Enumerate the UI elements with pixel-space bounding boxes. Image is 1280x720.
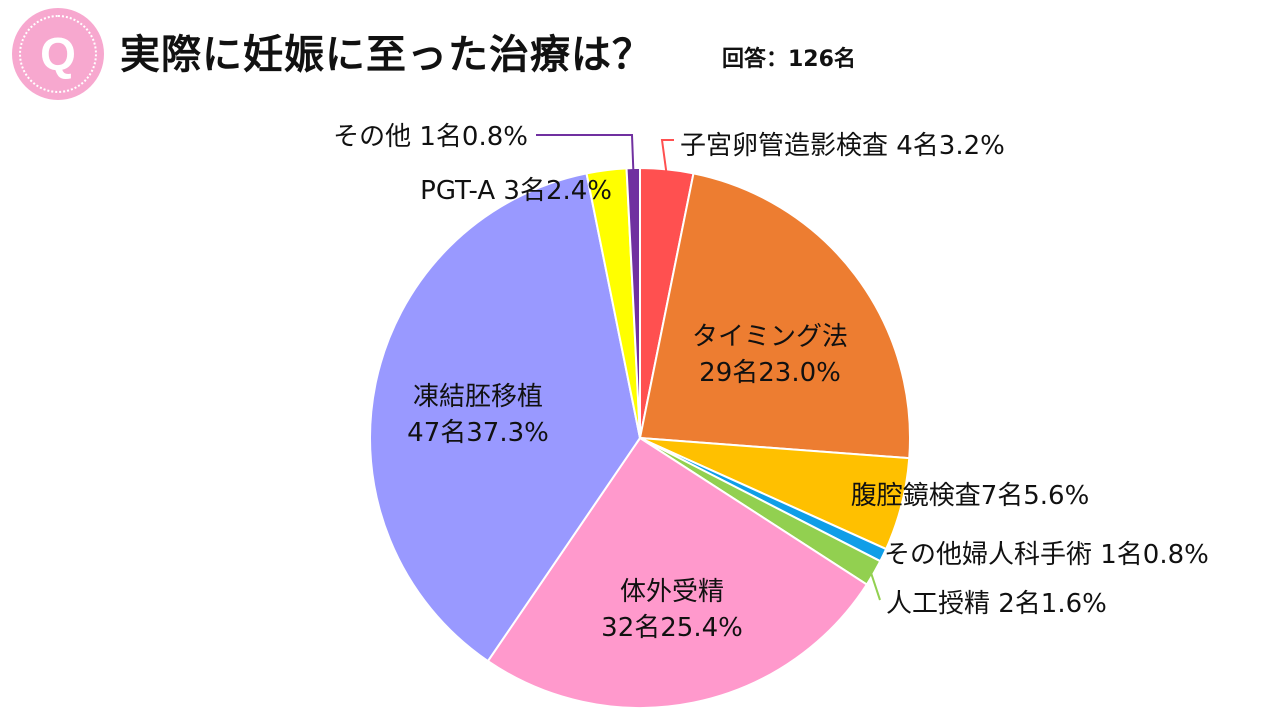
slice-value-label: 32名25.4% [601,613,743,643]
leader-line [878,552,882,555]
badge-letter: Q [40,28,76,80]
leader-line [536,134,635,173]
slice-label: 人工授精 2名1.6% [886,589,1107,619]
slice-value-label: 29名23.0% [699,358,841,388]
slice-label: 体外受精 [620,577,724,607]
slice-label: 子宮卵管造影検査 4名3.2% [680,131,1005,161]
slice-label: 腹腔鏡検査7名5.6% [851,481,1090,511]
leader-line [869,570,881,601]
respondent-count: 回答：126名 [722,47,856,72]
slice-value-label: 47名37.3% [407,418,549,448]
question-badge-icon: Q [12,8,104,100]
slice-label: 凍結胚移植 [413,382,543,412]
slice-label: その他婦人科手術 1名0.8% [884,540,1209,570]
slice-label: その他 1名0.8% [333,122,528,152]
slice-label: PGT-A 3名2.4% [420,176,612,206]
leader-line [660,139,674,174]
pie-slice [638,172,911,460]
pie-slice [486,436,869,710]
pie-slice [369,172,642,663]
page-title: 実際に妊娠に至った治療は？ [120,32,653,78]
badge-dotted-ring [19,15,97,93]
slice-label: タイミング法 [692,322,848,352]
header: Q 実際に妊娠に至った治療は？ 回答：126名 [0,0,1280,100]
